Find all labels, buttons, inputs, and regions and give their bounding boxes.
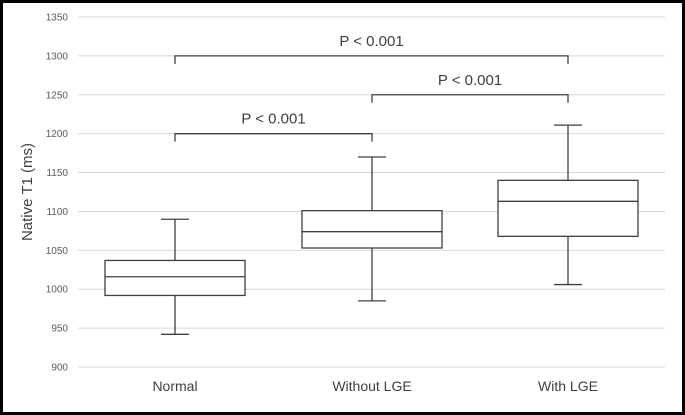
- boxes: [104, 124, 639, 335]
- significance-bracket: P < 0.001: [174, 111, 373, 142]
- y-tick-label: 1150: [46, 168, 68, 179]
- y-axis-label: Native T1 (ms): [19, 143, 36, 241]
- significance-bracket: P < 0.001: [371, 72, 569, 103]
- p-value-label: P < 0.001: [438, 72, 502, 89]
- box-iqr: [497, 179, 639, 237]
- x-axis-categories: Normal Without LGE With LGE: [152, 378, 598, 394]
- category-label: Normal: [152, 378, 197, 394]
- bracket-line: [371, 94, 569, 103]
- y-tick-label: 1250: [46, 90, 69, 101]
- y-tick-label: 1300: [46, 51, 69, 62]
- y-tick-label: 900: [51, 363, 68, 374]
- y-tick-label: 1000: [46, 285, 69, 296]
- y-tick-label: 1100: [46, 207, 68, 218]
- box-iqr: [104, 259, 246, 297]
- box-iqr: [301, 210, 443, 249]
- category-label: With LGE: [538, 378, 598, 394]
- box-without-lge: [301, 156, 443, 302]
- significance-bracket: P < 0.001: [174, 33, 569, 64]
- p-value-label: P < 0.001: [241, 111, 305, 128]
- p-value-label: P < 0.001: [339, 33, 403, 50]
- box-normal: [104, 218, 246, 335]
- box-with-lge: [497, 124, 639, 286]
- significance-annotations: P < 0.001 P < 0.001 P < 0.001: [174, 33, 569, 142]
- y-tick-label: 1050: [46, 246, 69, 257]
- y-tick-label: 950: [51, 324, 68, 335]
- bracket-line: [174, 55, 569, 64]
- y-axis-ticks: 900 950 1000 1050 1100 1150 1200 1250 1300 1350: [46, 13, 69, 374]
- y-tick-label: 1350: [46, 13, 69, 24]
- y-tick-label: 1200: [46, 129, 69, 140]
- bracket-line: [174, 133, 373, 142]
- category-label: Without LGE: [332, 378, 411, 394]
